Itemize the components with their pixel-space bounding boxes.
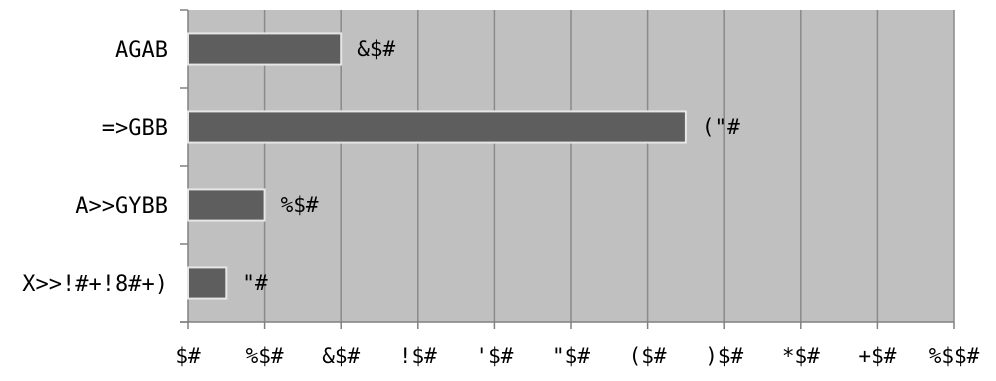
data-label: "# — [242, 271, 268, 295]
data-label: &$# — [357, 37, 395, 61]
x-tick-label: !$# — [399, 344, 437, 368]
x-tick-label: "$# — [552, 344, 590, 368]
x-tick-label: *$# — [782, 344, 820, 368]
x-tick-label: %$$# — [929, 344, 980, 368]
data-label: %$# — [281, 193, 319, 217]
bar — [187, 266, 228, 300]
data-label: ("# — [702, 115, 740, 139]
data-labels: AGAB &$# =>GBB ("# A>>GYBB %$# X>>!#+!8#+) "# — [22, 37, 740, 297]
x-tick-label: &$# — [322, 344, 360, 368]
x-tick-label: +$# — [858, 344, 896, 368]
bar — [187, 110, 687, 144]
bars — [187, 32, 687, 300]
category-label: AGAB — [115, 38, 168, 63]
x-tick-label: '$# — [475, 344, 513, 368]
x-tick-label: %$# — [246, 344, 284, 368]
gridlines — [263, 10, 955, 322]
y-axis-ticks — [180, 9, 188, 323]
x-axis-ticks: $# %$# &$# !$# '$# "$# ($# )$# *$# +$# %$$# — [175, 322, 980, 368]
x-tick-label: )$# — [705, 344, 743, 368]
bar — [187, 32, 343, 66]
category-label: X>>!#+!8#+) — [22, 272, 168, 297]
x-tick-label: ($# — [629, 344, 667, 368]
x-tick-label: $# — [175, 344, 201, 368]
category-label: A>>GYBB — [75, 194, 168, 219]
category-label: =>GBB — [102, 116, 168, 141]
bar — [187, 188, 266, 222]
